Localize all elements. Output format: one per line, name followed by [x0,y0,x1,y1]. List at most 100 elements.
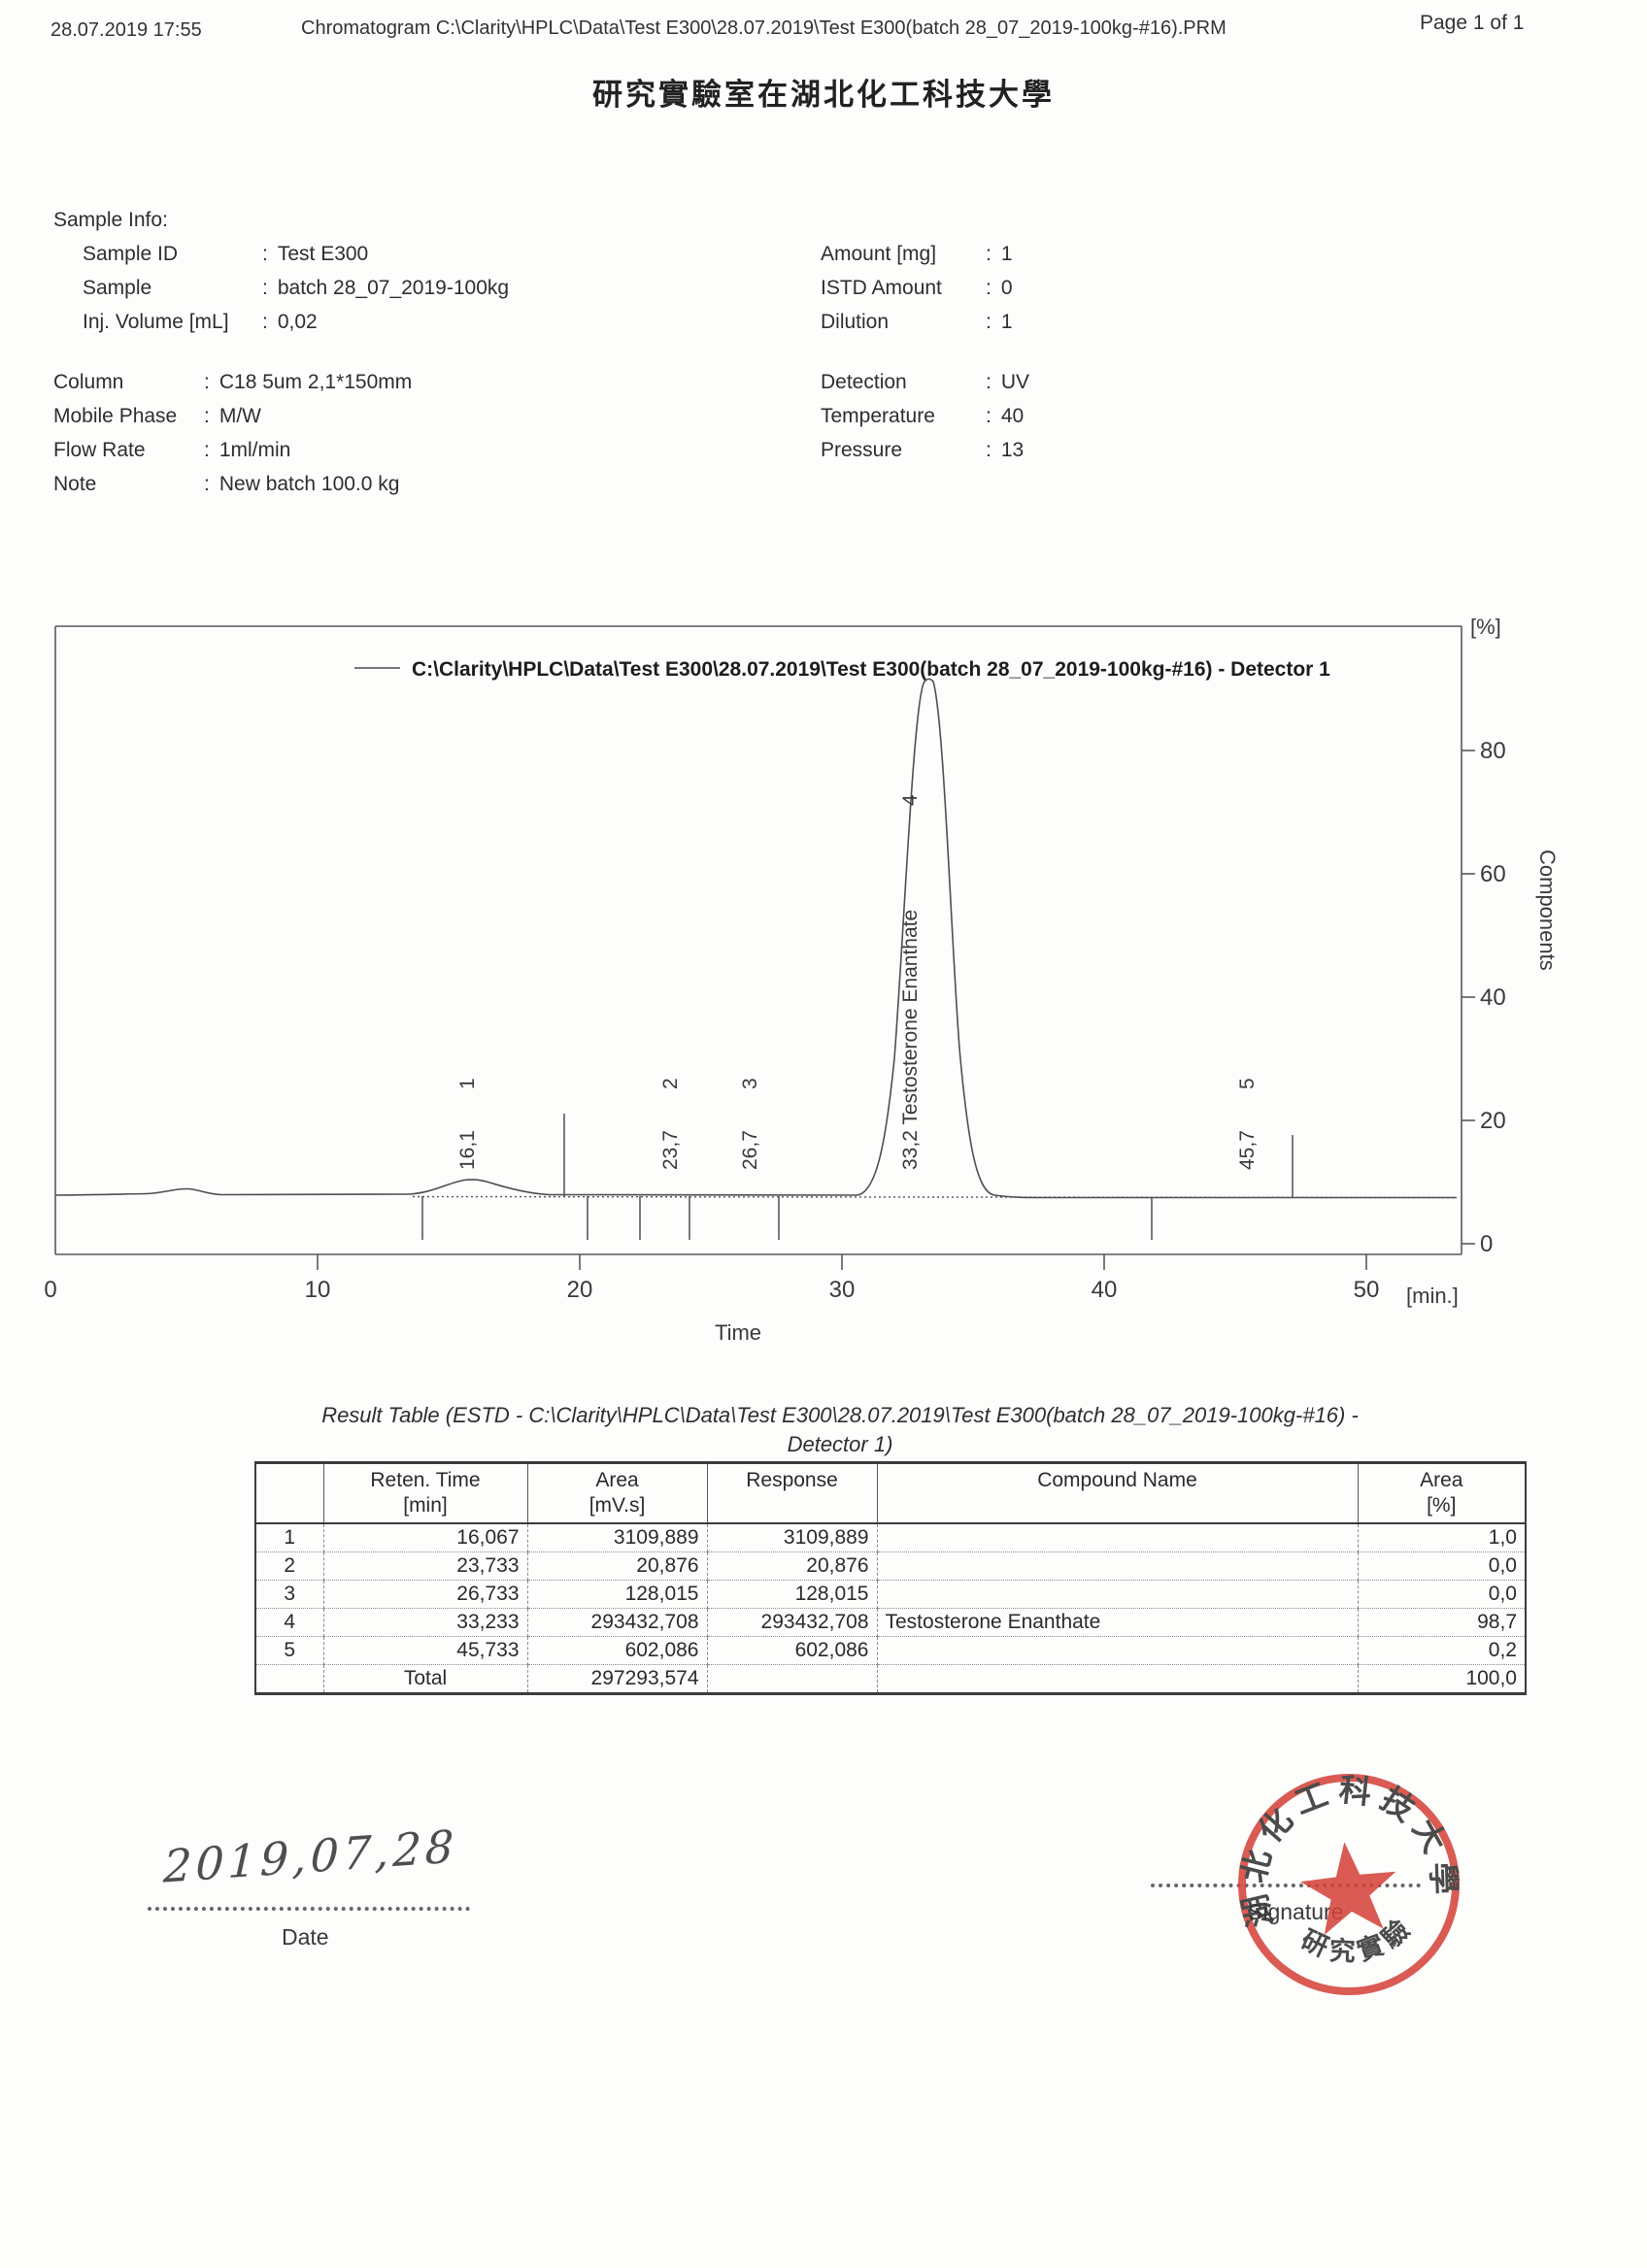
info-row-sample: Sample: batch 28_07_2019-100kg [83,277,510,299]
cell-index: 3 [255,1580,323,1609]
peak-number-label: 4 [899,794,922,806]
info-row-temperature: Temperature: 40 [821,405,1025,427]
cell-compound [876,1551,1358,1581]
info-value: Test E300 [277,243,369,265]
info-value: UV [1000,371,1030,393]
cell-area-pct: 0,0 [1357,1551,1526,1581]
cell-area: 3109,889 [526,1522,707,1552]
peak-retention-label: 26,7 [739,1130,761,1170]
cell-index: 2 [255,1551,323,1581]
table-total-row: Total 297293,574 100,0 [255,1664,1526,1693]
signature-dotted-line [1151,1884,1421,1887]
table-row: 5 45,733 602,086 602,086 0,2 [255,1636,1526,1665]
info-label: Mobile Phase [53,405,178,427]
cell-area: 293432,708 [526,1608,707,1637]
cell-area-pct: 98,7 [1357,1608,1526,1637]
cell-retention: 26,733 [322,1580,527,1609]
info-row-dilution: Dilution: 1 [821,311,1013,333]
cell-retention: 33,233 [322,1608,527,1637]
info-row-istd-amount: ISTD Amount: 0 [821,277,1013,299]
header-file-title: Chromatogram C:\Clarity\HPLC\Data\Test E… [301,17,1227,39]
y-tick-label: 60 [1480,861,1506,887]
result-table: Reten. Time [min] Area [mV.s] Response Com… [254,1462,1527,1694]
info-value: 1ml/min [218,439,291,461]
cell-index [255,1664,323,1693]
peak-number-label: 5 [1236,1078,1259,1089]
cell-retention: 16,067 [322,1522,527,1552]
info-row-sample-id: Sample ID: Test E300 [83,243,369,265]
legend-label: C:\Clarity\HPLC\Data\Test E300\28.07.201… [412,658,1330,681]
info-label: Inj. Volume [mL] [83,311,229,333]
x-axis-unit-label: [min.] [1406,1284,1459,1308]
chromatogram-trace [54,678,1457,1199]
info-label: Amount [mg] [821,243,937,265]
col-header-response: Response [706,1463,877,1524]
info-row-detection: Detection: UV [821,371,1030,393]
red-stamp: 湖北化工科技大學 研究實驗室 [1213,1749,1465,1995]
info-row-amount: Amount [mg]: 1 [821,243,1013,265]
y-tick-label: 80 [1480,738,1506,764]
cell-response: 20,876 [706,1551,877,1581]
cell-total-compound [876,1664,1358,1693]
x-tick-label: 50 [1354,1277,1380,1303]
info-label: Column [53,371,124,393]
info-row-pressure: Pressure: 13 [821,439,1025,461]
peak-retention-label: 45,7 [1236,1130,1259,1170]
col-header-retention: Reten. Time [min] [322,1463,527,1524]
info-value: batch 28_07_2019-100kg [277,277,510,299]
cell-area-pct: 0,0 [1357,1580,1526,1609]
header-page-number: Page 1 of 1 [1420,12,1525,34]
cell-total-area: 297293,574 [526,1664,707,1693]
sample-info-heading: Sample Info: [53,209,168,231]
cell-retention: 23,733 [322,1551,527,1581]
cell-retention: 45,733 [322,1636,527,1665]
table-row: 3 26,733 128,015 128,015 0,0 [255,1580,1526,1609]
cell-index: 1 [255,1522,323,1552]
result-table-header-row: Reten. Time [min] Area [mV.s] Response Com… [255,1463,1526,1524]
cell-response: 602,086 [706,1636,877,1665]
x-tick-label: 0 [44,1277,56,1303]
x-axis-title: Time [715,1320,761,1345]
y-axis-title: Components [1535,850,1560,971]
info-label: Note [53,473,97,495]
col-header-compound: Compound Name [876,1463,1358,1524]
cell-area-pct: 1,0 [1357,1522,1526,1552]
info-label: Sample [83,277,152,299]
cell-compound [876,1580,1358,1609]
cell-total-response [706,1664,877,1693]
info-value: 0 [1000,277,1013,299]
table-row: 4 33,233 293432,708 293432,708 Testoster… [255,1608,1526,1637]
info-value: C18 5um 2,1*150mm [218,371,413,393]
info-row-inj-volume: Inj. Volume [mL]: 0,02 [83,311,318,333]
info-value: 13 [1000,439,1025,461]
info-row-mobile-phase: Mobile Phase: M/W [53,405,261,427]
info-label: Temperature [821,405,935,427]
stamp-circle [1238,1774,1460,1995]
cell-area: 20,876 [526,1551,707,1581]
peak-number-label: 1 [456,1078,479,1089]
stamp-star [1299,1842,1396,1936]
table-row: 2 23,733 20,876 20,876 0,0 [255,1551,1526,1581]
info-row-flow-rate: Flow Rate: 1ml/min [53,439,291,461]
cell-response: 128,015 [706,1580,877,1609]
result-table-title: Result Table (ESTD - C:\Clarity\HPLC\Dat… [209,1401,1471,1459]
y-tick-label: 40 [1480,984,1506,1011]
info-label: Detection [821,371,907,393]
x-tick-label: 30 [829,1277,856,1303]
info-label: ISTD Amount [821,277,942,299]
col-header-index [255,1463,323,1524]
cell-response: 293432,708 [706,1608,877,1637]
peak-number-label: 3 [739,1078,761,1089]
handwritten-date: 2019,07,28 [162,1819,458,1893]
info-value: M/W [218,405,261,427]
date-dotted-line [148,1907,470,1911]
x-tick-label: 40 [1092,1277,1118,1303]
x-axis-ticks [317,1254,1367,1270]
cell-area: 128,015 [526,1580,707,1609]
info-value: New batch 100.0 kg [218,473,400,495]
info-value: 0,02 [277,311,318,333]
info-row-note: Note: New batch 100.0 kg [53,473,400,495]
peak-number-label: 2 [659,1078,682,1089]
cell-compound [876,1522,1358,1552]
